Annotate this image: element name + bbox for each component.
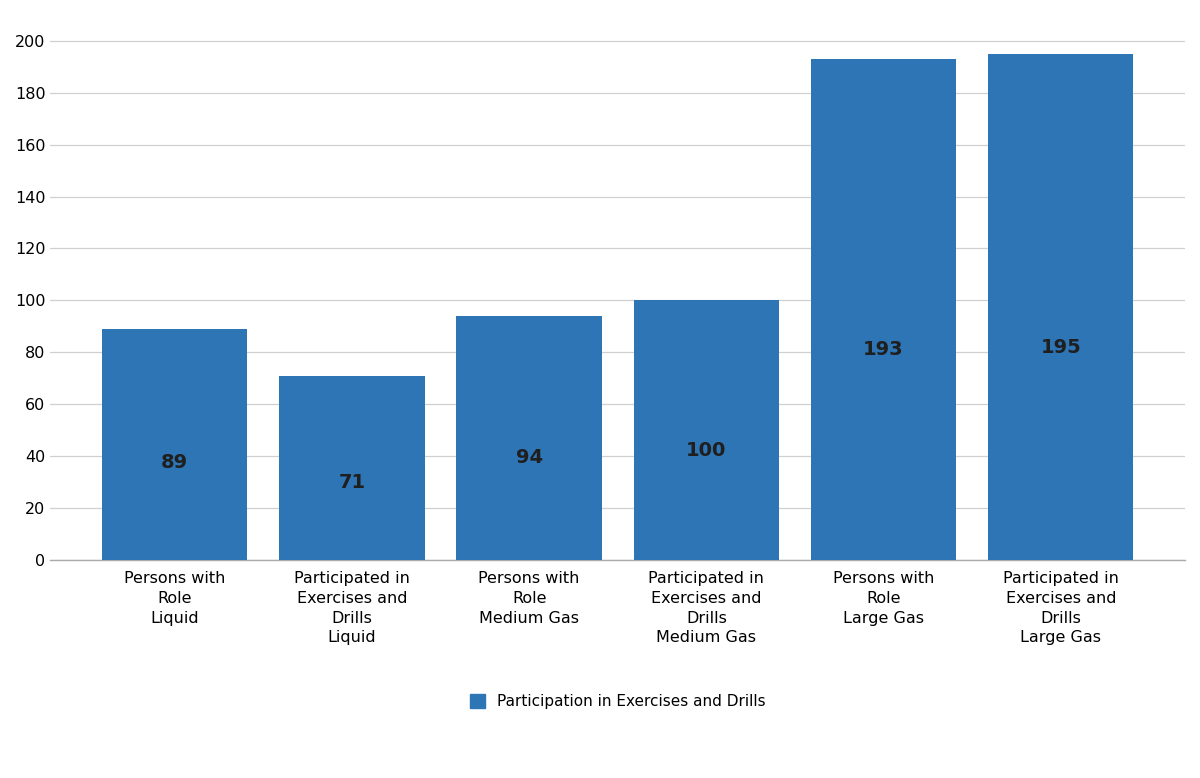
Text: 94: 94: [516, 448, 542, 467]
Bar: [634, 300, 779, 560]
Text: 193: 193: [863, 340, 904, 359]
Text: 195: 195: [1040, 338, 1081, 357]
Text: 100: 100: [686, 441, 726, 461]
Legend: Participation in Exercises and Drills: Participation in Exercises and Drills: [463, 689, 772, 716]
Text: 89: 89: [161, 454, 188, 472]
Bar: [456, 316, 601, 560]
Bar: [988, 54, 1134, 560]
Text: 71: 71: [338, 473, 366, 492]
Bar: [102, 329, 247, 560]
Bar: [811, 59, 956, 560]
Bar: [280, 376, 425, 560]
